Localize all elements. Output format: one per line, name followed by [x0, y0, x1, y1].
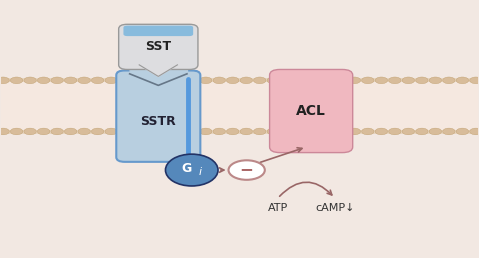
Circle shape	[24, 77, 36, 84]
Circle shape	[321, 128, 333, 135]
Circle shape	[470, 77, 479, 84]
Circle shape	[105, 77, 117, 84]
Text: SST: SST	[145, 41, 171, 53]
Circle shape	[172, 128, 185, 135]
Ellipse shape	[165, 154, 218, 186]
Circle shape	[91, 77, 104, 84]
Text: ATP: ATP	[268, 203, 288, 213]
Circle shape	[172, 77, 185, 84]
FancyBboxPatch shape	[0, 78, 479, 134]
Circle shape	[416, 77, 428, 84]
Circle shape	[240, 77, 252, 84]
Circle shape	[362, 77, 374, 84]
Circle shape	[11, 77, 23, 84]
Circle shape	[240, 128, 252, 135]
Circle shape	[24, 128, 36, 135]
Circle shape	[118, 128, 131, 135]
Circle shape	[105, 128, 117, 135]
FancyBboxPatch shape	[270, 69, 353, 153]
Circle shape	[281, 128, 293, 135]
Circle shape	[78, 128, 91, 135]
Circle shape	[132, 77, 144, 84]
Circle shape	[227, 128, 239, 135]
Circle shape	[429, 128, 442, 135]
Circle shape	[0, 77, 9, 84]
Circle shape	[253, 128, 266, 135]
FancyBboxPatch shape	[0, 82, 479, 130]
Circle shape	[348, 128, 361, 135]
Circle shape	[402, 128, 415, 135]
Circle shape	[443, 77, 455, 84]
Circle shape	[186, 77, 198, 84]
Circle shape	[470, 128, 479, 135]
Circle shape	[37, 77, 50, 84]
FancyBboxPatch shape	[116, 70, 200, 162]
Circle shape	[388, 77, 401, 84]
Circle shape	[213, 77, 226, 84]
Circle shape	[456, 77, 468, 84]
Circle shape	[362, 128, 374, 135]
Circle shape	[335, 128, 347, 135]
Circle shape	[267, 128, 279, 135]
Circle shape	[146, 77, 158, 84]
Text: −: −	[240, 160, 253, 178]
Text: G: G	[181, 162, 191, 174]
Circle shape	[227, 77, 239, 84]
Circle shape	[308, 77, 320, 84]
Circle shape	[375, 77, 388, 84]
Circle shape	[118, 77, 131, 84]
Text: i: i	[199, 167, 202, 177]
Circle shape	[0, 128, 9, 135]
Circle shape	[456, 128, 468, 135]
Text: cAMP↓: cAMP↓	[315, 203, 355, 213]
Circle shape	[348, 77, 361, 84]
Circle shape	[375, 128, 388, 135]
Circle shape	[402, 77, 415, 84]
Circle shape	[200, 128, 212, 135]
Circle shape	[186, 128, 198, 135]
FancyBboxPatch shape	[124, 26, 193, 36]
Circle shape	[132, 128, 144, 135]
Circle shape	[91, 128, 104, 135]
Circle shape	[429, 77, 442, 84]
Circle shape	[51, 128, 63, 135]
Circle shape	[11, 128, 23, 135]
Circle shape	[253, 77, 266, 84]
Circle shape	[388, 128, 401, 135]
Circle shape	[159, 128, 171, 135]
Circle shape	[443, 128, 455, 135]
Circle shape	[146, 128, 158, 135]
Circle shape	[200, 77, 212, 84]
Circle shape	[78, 77, 91, 84]
Circle shape	[294, 128, 307, 135]
FancyBboxPatch shape	[119, 24, 198, 69]
Text: ACL: ACL	[296, 104, 326, 118]
Polygon shape	[139, 65, 177, 76]
Circle shape	[281, 77, 293, 84]
Circle shape	[213, 128, 226, 135]
Circle shape	[294, 77, 307, 84]
Circle shape	[64, 128, 77, 135]
Circle shape	[51, 77, 63, 84]
Circle shape	[335, 77, 347, 84]
Circle shape	[159, 77, 171, 84]
Circle shape	[416, 128, 428, 135]
Text: SSTR: SSTR	[140, 115, 176, 128]
Circle shape	[267, 77, 279, 84]
Circle shape	[308, 128, 320, 135]
Circle shape	[64, 77, 77, 84]
Circle shape	[321, 77, 333, 84]
Circle shape	[37, 128, 50, 135]
Circle shape	[228, 160, 265, 180]
